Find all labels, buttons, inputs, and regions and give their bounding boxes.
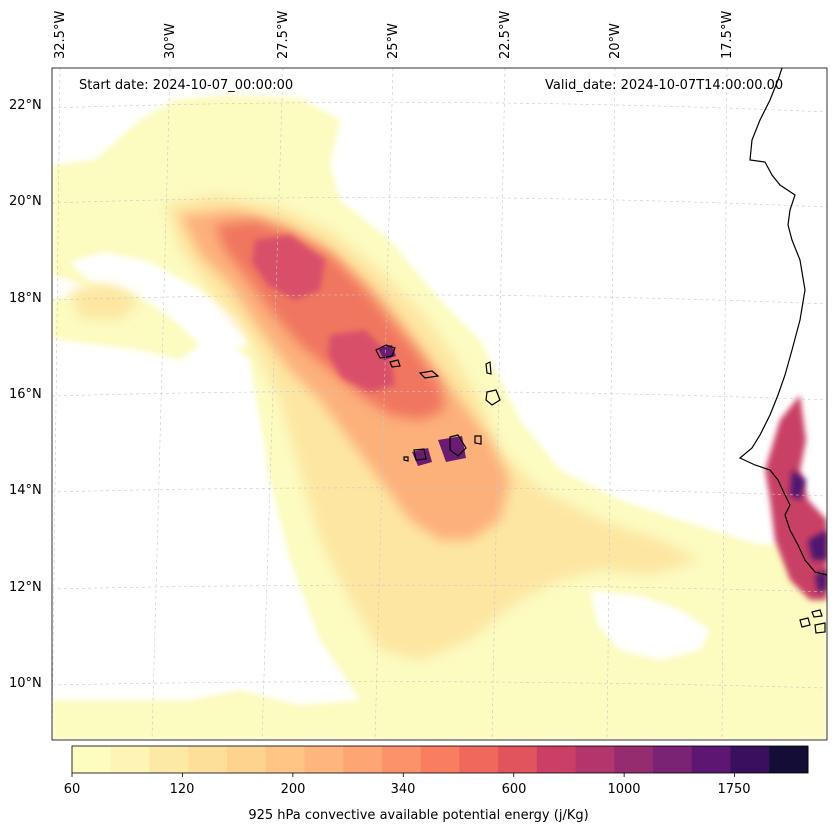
colorbar-segment [459, 746, 499, 773]
cape-verde-sao-vicente [389, 359, 401, 368]
colorbar-segment [304, 746, 344, 773]
cape-hole-west [70, 252, 250, 350]
colorbar-tick-340: 340 [390, 782, 416, 797]
coastlines [375, 68, 827, 634]
colorbar-tick-120: 120 [169, 782, 195, 797]
colorbar-tick-600: 600 [501, 782, 527, 797]
lon-label-20w: 20°W [608, 23, 623, 59]
cape-verde-sal [485, 361, 492, 375]
cape-verde-fogo [413, 448, 427, 461]
colorbar-segment [536, 746, 577, 773]
lat-label-16n: 16°N [9, 387, 42, 402]
colorbar-segment [226, 746, 267, 773]
colorbar-segment [730, 746, 770, 773]
colorbar-label: 925 hPa convective available potential e… [248, 808, 589, 823]
colorbar-segment [188, 746, 228, 773]
lon-label-22.5w: 22.5°W [498, 10, 513, 59]
cape-verde-sao-nicolau [418, 370, 440, 379]
colorbar-segment [769, 746, 809, 773]
colorbar-tick-200: 200 [280, 782, 306, 797]
cape-hole-south [590, 590, 710, 660]
cape-coast-max [790, 470, 827, 592]
colorbar-segment [498, 746, 538, 773]
colorbar-tick-1750: 1750 [717, 782, 751, 797]
bijagos-islands [799, 609, 826, 634]
colorbar-tick-1000: 1000 [607, 782, 641, 797]
lat-label-12n: 12°N [9, 580, 42, 595]
lat-label-10n: 10°N [9, 676, 42, 691]
lon-label-17.5w: 17.5°W [720, 10, 735, 59]
cape-verde-brava [403, 456, 409, 462]
cape-verde-santiago [449, 434, 467, 457]
colorbar-tick-60: 60 [63, 782, 81, 797]
lat-label-14n: 14°N [9, 483, 42, 498]
valid-date-label: Valid_date: 2024-10-07T14:00:00.00 [545, 78, 784, 93]
cape-field [52, 95, 827, 740]
colorbar-segment [265, 746, 305, 773]
colorbar-segment [691, 746, 732, 773]
colorbar-segment [149, 746, 189, 773]
cape-verde-santo-antao [375, 344, 396, 359]
colorbar-segment [420, 746, 460, 773]
start-date-label: Start date: 2024-10-07_00:00:00 [79, 78, 294, 93]
lon-label-27.5w: 27.5°W [276, 10, 291, 59]
colorbar-frame [71, 745, 809, 774]
map-frame [51, 67, 828, 741]
lon-label-30w: 30°W [163, 23, 178, 59]
lat-label-18n: 18°N [9, 291, 42, 306]
colorbar [71, 745, 809, 777]
africa-coastline [738, 68, 827, 576]
lat-label-20n: 20°N [9, 194, 42, 209]
cape-verde-maio [474, 435, 482, 445]
cape-verde-boa-vista [485, 389, 501, 406]
colorbar-segment [575, 746, 615, 773]
colorbar-segment [72, 746, 112, 773]
colorbar-segment [653, 746, 693, 773]
lon-label-25w: 25°W [386, 23, 401, 59]
colorbar-segment [110, 746, 150, 773]
lon-label-32.5w: 32.5°W [53, 10, 68, 59]
colorbar-segment [614, 746, 654, 773]
lat-label-22n: 22°N [9, 98, 42, 113]
cape-layer-1000 [252, 235, 395, 392]
colorbar-segment [343, 746, 383, 773]
colorbar-segment [381, 746, 422, 773]
map-panel [52, 68, 827, 740]
gridlines [52, 68, 827, 740]
